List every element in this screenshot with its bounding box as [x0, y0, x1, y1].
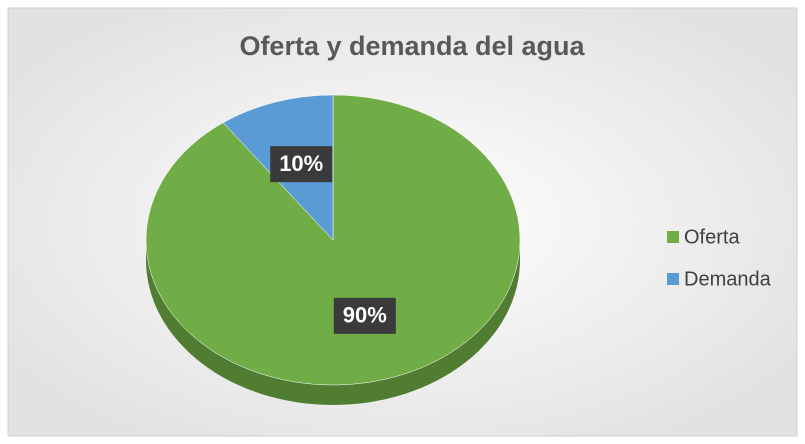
- data-label: 10%: [279, 151, 323, 176]
- legend-swatch: [667, 273, 679, 285]
- data-label-box: [270, 146, 333, 183]
- data-label-box: [333, 297, 396, 334]
- legend-swatch: [667, 231, 679, 243]
- data-label: 90%: [343, 303, 387, 328]
- legend-label: Demanda: [684, 268, 772, 290]
- legend-label: Oferta: [684, 226, 740, 248]
- chart-title: Oferta y demanda del agua: [239, 31, 585, 61]
